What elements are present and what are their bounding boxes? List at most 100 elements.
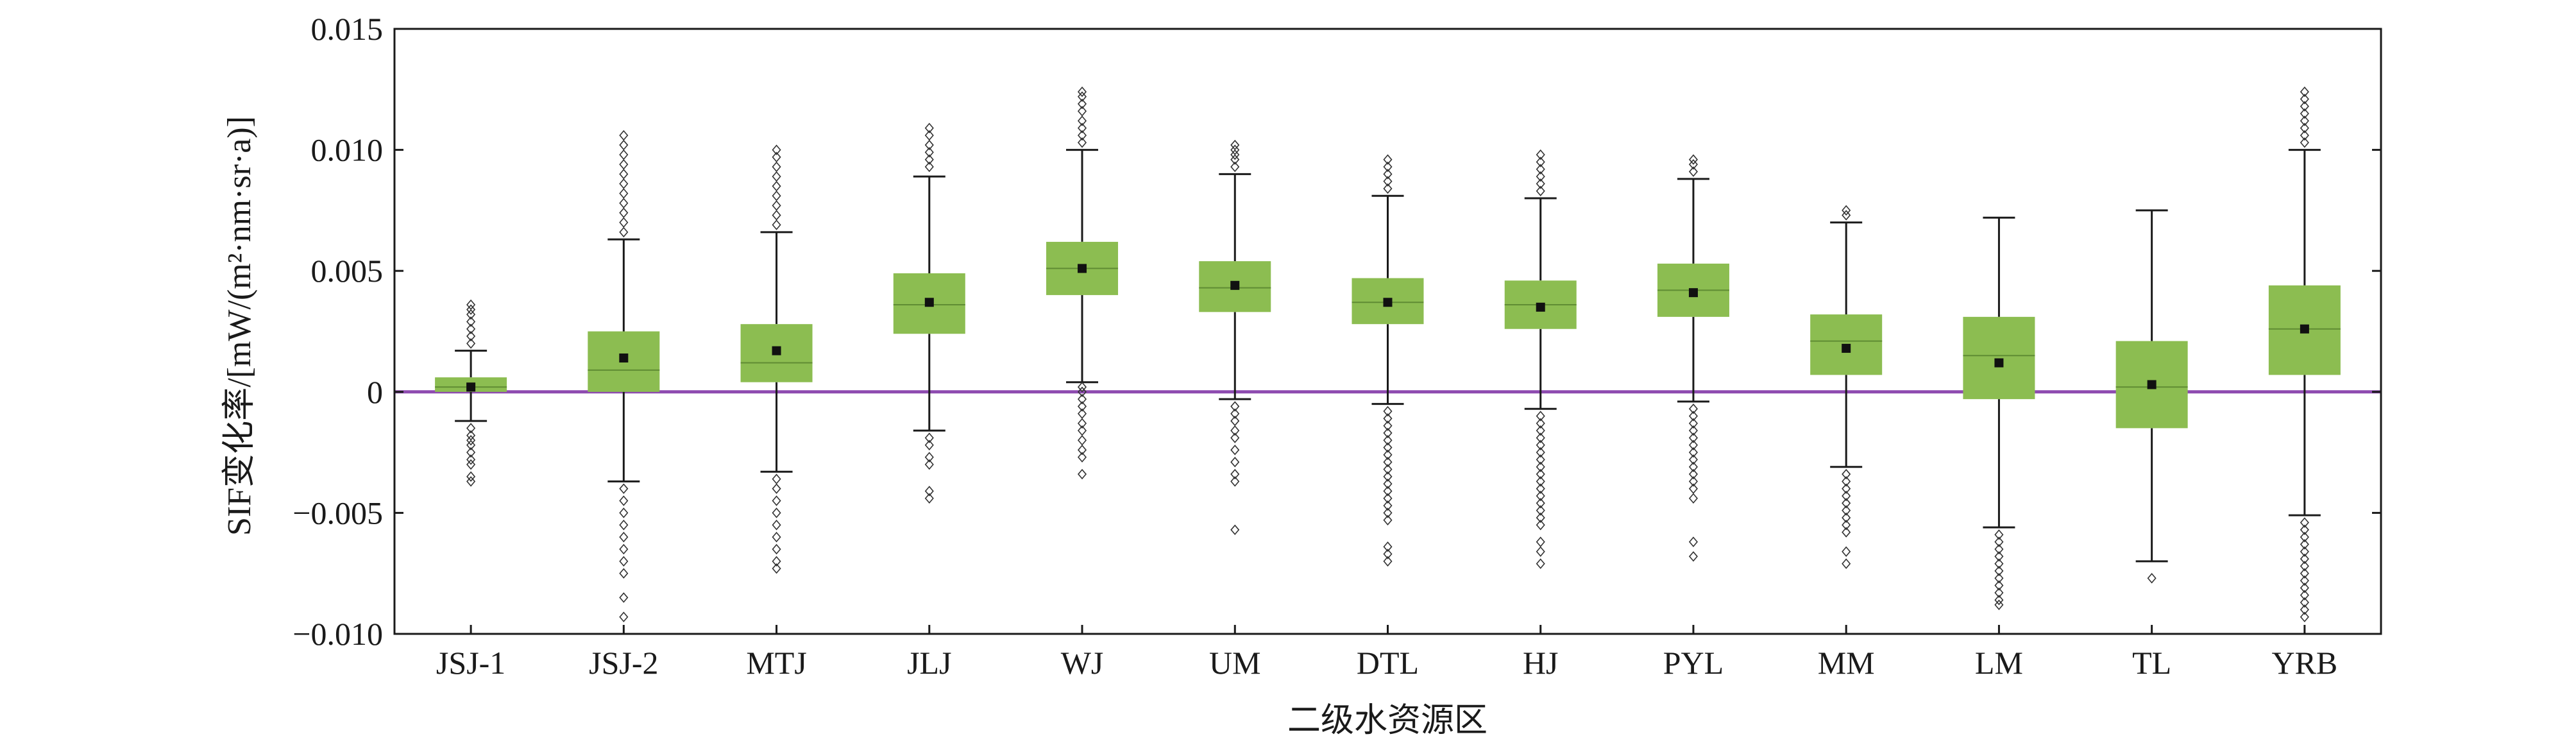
outlier-point (1536, 505, 1545, 516)
outlier-point (924, 123, 934, 133)
outlier-point (772, 483, 781, 494)
outlier-point (1688, 493, 1699, 504)
outlier-point (1383, 556, 1393, 567)
mean-marker (1078, 264, 1087, 273)
outlier-point (1383, 486, 1393, 497)
outlier-point (619, 556, 629, 567)
outlier-point (1688, 468, 1699, 480)
outlier-point (1230, 144, 1240, 155)
outlier-point (1842, 210, 1851, 221)
outlier-point (924, 486, 934, 497)
outlier-point (1536, 164, 1545, 175)
mean-marker (772, 346, 781, 355)
box-group-dtl (1352, 154, 1424, 567)
outlier-point (1383, 449, 1393, 461)
box-group-mm (1810, 205, 1883, 569)
mean-marker (1536, 302, 1545, 312)
outlier-point (466, 299, 476, 311)
outlier-point (2300, 561, 2309, 572)
mean-marker (619, 353, 629, 362)
outlier-point (1994, 551, 2004, 562)
outlier-point (1842, 498, 1851, 509)
outlier-point (1536, 185, 1545, 196)
outlier-point (1383, 405, 1393, 417)
outlier-point (1230, 432, 1240, 443)
outlier-point (1536, 512, 1545, 524)
outlier-point (619, 226, 629, 238)
outlier-point (2300, 115, 2309, 126)
outlier-point (1688, 439, 1699, 451)
outlier-point (1077, 382, 1087, 393)
outlier-point (924, 154, 934, 165)
outlier-point (924, 139, 934, 151)
outlier-point (2300, 130, 2309, 141)
outlier-point (1536, 418, 1545, 429)
outlier-point (1383, 507, 1393, 518)
y-tick-label: 0.010 (311, 132, 384, 168)
outlier-point (772, 507, 781, 518)
outlier-point (924, 459, 934, 470)
outlier-point (1383, 549, 1393, 559)
outlier-point (924, 452, 934, 463)
outlier-point (1383, 427, 1393, 439)
outlier-point (1383, 515, 1393, 525)
outlier-point (1994, 565, 2004, 577)
x-tick-label: UM (1209, 645, 1261, 681)
outlier-point (2300, 86, 2309, 98)
outlier-point (466, 471, 476, 482)
outlier-point (772, 556, 781, 567)
y-tick-label: −0.005 (292, 495, 383, 531)
outlier-point (466, 454, 476, 465)
outlier-point (1077, 386, 1087, 398)
outlier-point (1383, 183, 1393, 194)
outlier-point (1994, 594, 2004, 606)
outlier-point (1383, 420, 1393, 431)
boxes-layer (435, 86, 2341, 622)
outlier-point (619, 159, 629, 170)
y-tick-label: 0 (367, 374, 383, 410)
outlier-point (1536, 447, 1545, 458)
outlier-point (1688, 461, 1699, 472)
outlier-point (1688, 418, 1699, 429)
mean-marker (1383, 298, 1393, 307)
outlier-point (1383, 154, 1393, 165)
outlier-point (1383, 442, 1393, 453)
outlier-point (619, 169, 629, 180)
outlier-point (2300, 123, 2309, 133)
box-group-jsj-1 (435, 299, 507, 487)
outlier-point (1842, 476, 1851, 487)
outlier-point (1230, 476, 1240, 487)
outlier-point (772, 543, 781, 555)
outlier-point (619, 507, 629, 518)
outlier-point (1230, 401, 1240, 412)
y-tick-label: 0.015 (311, 11, 384, 47)
outlier-point (466, 309, 476, 320)
outlier-point (2300, 524, 2309, 536)
outlier-point (1230, 161, 1240, 173)
outlier-point (2300, 137, 2309, 148)
outlier-point (1077, 468, 1087, 480)
outlier-point (1230, 468, 1240, 480)
outlier-point (1383, 456, 1393, 468)
outlier-point (1077, 393, 1087, 405)
outlier-point (1536, 454, 1545, 465)
box-group-um (1199, 139, 1271, 536)
outlier-point (619, 531, 629, 543)
outlier-point (772, 520, 781, 531)
outlier-point (1383, 464, 1393, 475)
outlier-point (772, 191, 781, 201)
outlier-point (1077, 98, 1087, 110)
outlier-point (1230, 139, 1240, 151)
outlier-point (1842, 505, 1851, 516)
outlier-point (1688, 425, 1699, 436)
outlier-point (619, 217, 629, 228)
outlier-point (1994, 543, 2004, 555)
outlier-point (2300, 590, 2309, 601)
outlier-point (772, 200, 781, 211)
x-tick-label: JSJ-1 (436, 645, 505, 681)
outlier-point (1536, 558, 1545, 569)
outlier-point (2300, 611, 2309, 622)
y-tick-label: 0.005 (311, 253, 384, 289)
outlier-point (619, 139, 629, 151)
